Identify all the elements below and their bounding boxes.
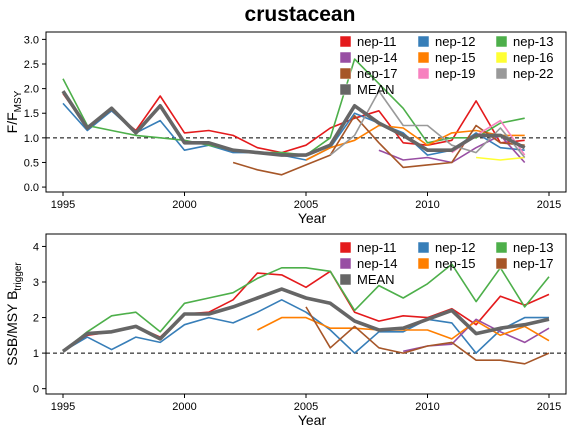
legend-swatch-nep-15 (417, 257, 430, 270)
series-line-nep-17 (305, 306, 550, 365)
legend-swatch-nep-22 (495, 67, 508, 80)
legend-label-nep-16: nep-16 (513, 50, 553, 65)
y-axis-label-subscript: trigger (13, 262, 24, 291)
x-tick-label: 2000 (172, 401, 196, 413)
y-tick-label: 1 (33, 348, 39, 360)
y-tick-label: 3.0 (24, 34, 39, 46)
y-tick-label: 2.5 (24, 59, 39, 71)
legend-label-nep-11: nep-11 (357, 34, 397, 49)
legend-swatch-nep-11 (339, 35, 352, 48)
legend-swatch-mean (339, 273, 352, 286)
x-tick-label: 2005 (294, 199, 318, 211)
y-axis-label-subscript: MSY (13, 90, 24, 112)
x-tick-label: 2015 (537, 199, 561, 211)
y-tick-label: 0.5 (24, 157, 39, 169)
plot-frame (45, 31, 567, 193)
legend-swatch-nep-14 (339, 257, 352, 270)
x-axis-label: Year (298, 412, 327, 428)
legend-label-nep-15: nep-15 (435, 256, 475, 271)
legend-label-nep-14: nep-14 (357, 50, 397, 65)
series-line-nep-16 (476, 156, 525, 161)
series-line-nep-12 (62, 298, 549, 354)
y-axis-label-main: F/F (4, 112, 20, 133)
series-line-mean (61, 287, 550, 353)
y-tick-label: 4 (33, 241, 39, 253)
panel-top-f-over-fmsy: 1995 2000 2005 2010 2015 0.0 0.5 1.0 1.5 2.0 2.5 3.… (4, 31, 567, 226)
legend-swatch-nep-17 (495, 257, 508, 270)
x-tick-label: 2010 (415, 401, 439, 413)
legend-swatch-nep-16 (495, 51, 508, 64)
legend-swatch-nep-19 (417, 67, 430, 80)
y-axis-label-main: SSB/MSY B (4, 291, 20, 366)
legend-label-nep-12: nep-12 (435, 240, 475, 255)
legend-swatch-nep-11 (339, 241, 352, 254)
legend-swatch-nep-15 (417, 51, 430, 64)
legend-label-nep-12: nep-12 (435, 34, 475, 49)
y-tick-label: 0.0 (24, 182, 39, 194)
y-tick-label: 0 (33, 384, 39, 396)
legend-label-nep-19: nep-19 (435, 66, 475, 81)
legend-swatch-mean (339, 83, 352, 96)
legend-label-nep-17: nep-17 (357, 66, 397, 81)
legend-swatch-nep-13 (495, 35, 508, 48)
series-line-mean (61, 90, 526, 157)
y-tick-label: 1.5 (24, 108, 39, 120)
x-tick-label: 2015 (537, 401, 561, 413)
legend-label-nep-14: nep-14 (357, 256, 397, 271)
legend-swatch-nep-12 (417, 241, 430, 254)
legend-label-nep-11: nep-11 (357, 240, 397, 255)
series-line-nep-15 (305, 124, 525, 161)
legend-label-mean: MEAN (357, 82, 395, 97)
x-tick-label: 2005 (294, 401, 318, 413)
y-tick-label: 2.0 (24, 84, 39, 96)
legend-label-nep-15: nep-15 (435, 50, 475, 65)
x-tick-label: 1995 (51, 199, 75, 211)
y-tick-label: 2 (33, 313, 39, 325)
series-line-nep-11 (62, 93, 525, 154)
x-axis-label: Year (298, 210, 327, 226)
x-tick-label: 2000 (172, 199, 196, 211)
legend-label-nep-13: nep-13 (513, 240, 553, 255)
x-tick-label: 1995 (51, 401, 75, 413)
legend-label-mean: MEAN (357, 272, 395, 287)
legend-swatch-nep-13 (495, 241, 508, 254)
legend-label-nep-17: nep-17 (513, 256, 553, 271)
series-line-nep-13 (62, 263, 550, 352)
chart-title: crustacean (245, 3, 356, 26)
legend-swatch-nep-17 (339, 67, 352, 80)
y-axis-label: F/FMSY (4, 90, 24, 133)
y-tick-label: 3 (33, 277, 39, 289)
x-tick-label: 2010 (415, 199, 439, 211)
series-line-nep-11 (62, 270, 550, 352)
legend-swatch-nep-12 (417, 35, 430, 48)
y-tick-label: 1.0 (24, 133, 39, 145)
legend-swatch-nep-14 (339, 51, 352, 64)
legend-label-nep-22: nep-22 (513, 66, 553, 81)
series-line-nep-17 (232, 114, 525, 176)
y-axis-label: SSB/MSY Btrigger (4, 262, 24, 366)
panel-bottom-ssb-over-msy-btrigger: 1995 2000 2005 2010 2015 0 1 2 3 4 Year SSB/MSY Btr… (4, 233, 567, 428)
legend-label-nep-13: nep-13 (513, 34, 553, 49)
